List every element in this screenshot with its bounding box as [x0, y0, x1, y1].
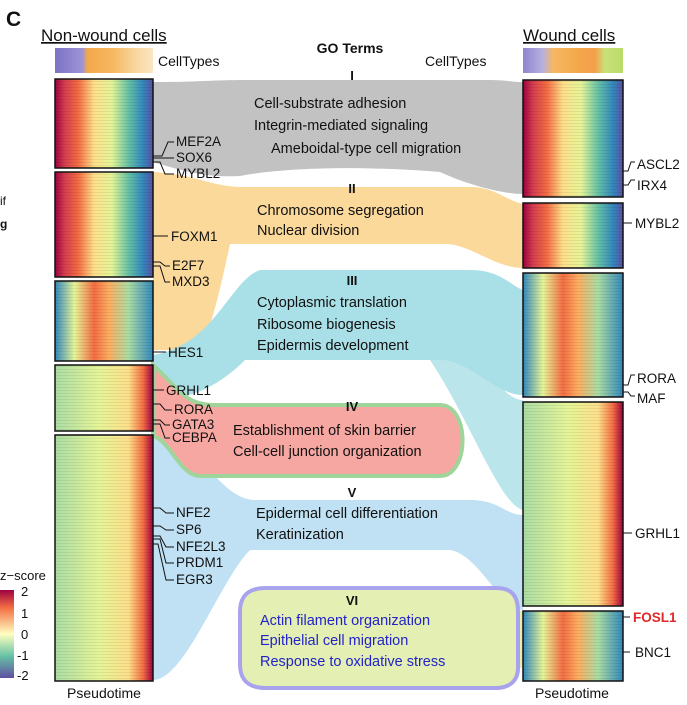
left-gene-label: EGR3	[176, 572, 213, 587]
zscore-colorbar	[0, 590, 14, 678]
left-gene-label: NFE2L3	[176, 539, 226, 554]
left-block-2-rows	[55, 172, 153, 277]
left-gene-label: HES1	[168, 345, 203, 360]
go-term: Cytoplasmic translation	[257, 295, 407, 311]
panel-label: C	[6, 8, 21, 31]
right-heatmap	[522, 79, 624, 682]
go-term: Response to oxidative stress	[260, 654, 445, 670]
zscore-title: z−score	[0, 568, 46, 583]
group-2-numeral: II	[348, 181, 355, 196]
left-block-4-border	[54, 364, 154, 432]
go-term: Actin filament organization	[260, 613, 430, 629]
left-block-3-border	[54, 280, 154, 362]
right-block-3-rows	[523, 273, 623, 397]
left-block-1-border	[54, 78, 154, 169]
right-block-5-rows	[523, 611, 623, 681]
left-celltype-bar	[55, 48, 153, 73]
right-gene-label: MYBL2	[635, 216, 679, 231]
group-5-numeral: V	[348, 485, 357, 500]
group-4-numeral: IV	[346, 399, 359, 414]
left-gene-label: GRHL1	[166, 383, 211, 398]
left-heatmap	[54, 78, 154, 682]
group-6-box	[238, 586, 520, 690]
left-block-5-border	[54, 434, 154, 682]
zscore-tick: 1	[21, 606, 28, 621]
left-block-1-rows	[55, 79, 153, 168]
left-gene-label: MYBL2	[176, 166, 220, 181]
left-gene-label: FOXM1	[171, 229, 218, 244]
ribbon-group-3	[153, 270, 523, 400]
go-term: Cell-substrate adhesion	[254, 96, 406, 112]
cut-label-1: if	[0, 194, 7, 208]
right-block-1-border	[522, 79, 624, 198]
left-gene-label: GATA3	[172, 417, 214, 432]
go-term: Nuclear division	[257, 223, 359, 239]
left-celltypes-label: CellTypes	[158, 53, 219, 69]
right-gene-label: BNC1	[635, 645, 671, 660]
left-gene-label: MEF2A	[176, 134, 221, 149]
go-term: Epidermal cell differentiation	[256, 506, 438, 522]
left-block-3-rows	[55, 281, 153, 361]
ribbon-group-2	[153, 172, 523, 350]
ribbon-group-1	[153, 80, 523, 194]
left-gene-label: NFE2	[176, 505, 211, 520]
go-term: Chromosome segregation	[257, 203, 424, 219]
cut-label-2: g	[0, 217, 7, 231]
left-gene-label: E2F7	[172, 258, 204, 273]
group-1-numeral: I	[350, 68, 354, 83]
left-gene-label: SOX6	[176, 150, 212, 165]
go-term: Keratinization	[256, 527, 344, 543]
left-pseudotime-label: Pseudotime	[67, 685, 141, 701]
right-celltype-bar	[523, 48, 623, 73]
left-block-2-border	[54, 171, 154, 278]
zscore-tick: -2	[17, 668, 29, 683]
left-header: Non-wound cells	[41, 26, 167, 45]
right-leader-lines	[623, 161, 635, 653]
right-pseudotime-label: Pseudotime	[535, 685, 609, 701]
left-gene-label: SP6	[176, 522, 202, 537]
left-gene-label: PRDM1	[176, 555, 223, 570]
right-block-2-rows	[523, 203, 623, 268]
zscore-tick: 0	[21, 627, 28, 642]
right-block-5-border	[522, 610, 624, 682]
zscore-tick: 2	[21, 584, 28, 599]
zscore-tick: -1	[17, 648, 29, 663]
left-gene-label: CEBPA	[172, 430, 217, 445]
left-leader-lines	[153, 141, 174, 581]
right-block-4-rows	[523, 402, 623, 606]
right-block-2-border	[522, 202, 624, 269]
left-block-4-rows	[55, 365, 153, 431]
go-term: Ribosome biogenesis	[257, 317, 396, 333]
highlight-gene-label: FOSL1	[633, 610, 677, 625]
right-block-1-rows	[523, 80, 623, 197]
left-gene-label: MXD3	[172, 274, 210, 289]
left-gene-label: RORA	[174, 402, 213, 417]
right-gene-label: MAF	[637, 391, 666, 406]
go-term: Integrin-mediated signaling	[254, 118, 428, 134]
go-term: Epidermis development	[257, 338, 409, 354]
group-6-numeral: VI	[346, 593, 358, 608]
right-gene-label: IRX4	[637, 178, 668, 193]
ribbon-group-3-extra	[430, 340, 523, 510]
right-gene-label: ASCL2	[637, 157, 680, 172]
right-header: Wound cells	[523, 26, 615, 45]
left-block-5-rows	[55, 435, 153, 681]
right-block-3-border	[522, 272, 624, 398]
go-term: Establishment of skin barrier	[233, 423, 416, 439]
right-gene-label: RORA	[637, 371, 676, 386]
ribbon-group-4	[151, 360, 465, 478]
right-block-4-border	[522, 401, 624, 607]
go-term: Epithelial cell migration	[260, 633, 408, 649]
go-term: Ameboidal-type cell migration	[271, 141, 461, 157]
group-3-numeral: III	[347, 273, 358, 288]
right-celltypes-label: CellTypes	[425, 53, 486, 69]
go-terms-header: GO Terms	[317, 40, 384, 56]
right-gene-label: GRHL1	[635, 526, 680, 541]
go-term: Cell-cell junction organization	[233, 444, 422, 460]
